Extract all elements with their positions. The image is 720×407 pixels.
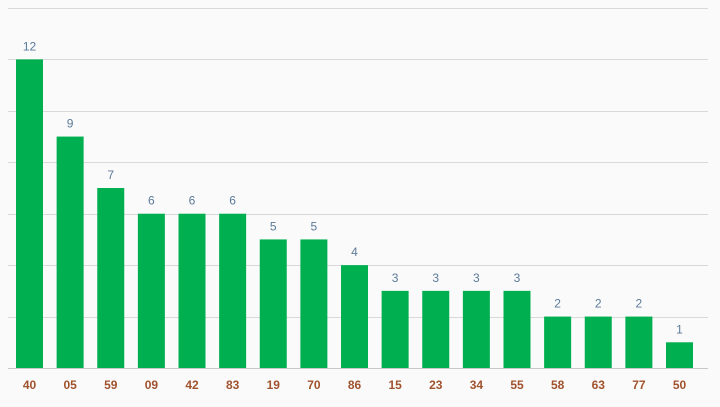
x-tick-label-09: 09 <box>145 378 159 392</box>
x-tick-label-58: 58 <box>551 378 565 392</box>
value-label-58: 2 <box>554 297 561 311</box>
value-label-42: 6 <box>189 194 196 208</box>
x-tick-label-86: 86 <box>348 378 362 392</box>
bar-63 <box>584 316 612 368</box>
bar-42 <box>178 213 206 368</box>
bar-05 <box>56 136 84 368</box>
bar-23 <box>422 290 450 368</box>
value-label-55: 3 <box>514 271 521 285</box>
x-tick-label-55: 55 <box>510 378 524 392</box>
bars <box>16 59 693 369</box>
bar-59 <box>97 188 125 368</box>
value-label-50: 1 <box>676 322 683 336</box>
x-tick-label-50: 50 <box>673 378 687 392</box>
bar-70 <box>300 239 328 368</box>
x-tick-label-83: 83 <box>226 378 240 392</box>
x-tick-label-34: 34 <box>470 378 484 392</box>
value-label-15: 3 <box>392 271 399 285</box>
x-tick-label-63: 63 <box>592 378 606 392</box>
grid-lines <box>8 8 708 318</box>
bar-34 <box>462 290 490 368</box>
value-label-05: 9 <box>67 117 74 131</box>
bar-50 <box>666 342 693 368</box>
value-label-86: 4 <box>351 245 358 259</box>
x-tick-label-42: 42 <box>185 378 199 392</box>
bar-55 <box>503 290 531 368</box>
value-label-19: 5 <box>270 219 277 233</box>
x-axis-tick-labels: 40 05 59 09 42 83 19 70 86 15 23 34 55 58 63 77 50 <box>23 378 687 392</box>
bar-19 <box>259 239 287 368</box>
value-label-63: 2 <box>595 297 602 311</box>
value-label-83: 6 <box>229 194 236 208</box>
bar-77 <box>625 316 653 368</box>
value-label-40: 12 <box>23 39 37 53</box>
x-tick-label-77: 77 <box>632 378 646 392</box>
x-tick-label-05: 05 <box>63 378 77 392</box>
bar-09 <box>137 213 165 368</box>
value-label-34: 3 <box>473 271 480 285</box>
value-label-23: 3 <box>432 271 439 285</box>
x-tick-label-70: 70 <box>307 378 321 392</box>
x-tick-label-40: 40 <box>23 378 37 392</box>
bar-86 <box>341 265 368 368</box>
bar-58 <box>544 316 572 368</box>
value-label-70: 5 <box>311 219 318 233</box>
bar-40 <box>16 59 43 369</box>
value-label-59: 7 <box>107 168 114 182</box>
value-label-77: 2 <box>636 297 643 311</box>
x-tick-label-59: 59 <box>104 378 118 392</box>
bar-15 <box>381 290 409 368</box>
x-tick-label-15: 15 <box>388 378 402 392</box>
bar-83 <box>219 213 247 368</box>
value-labels: 12 9 7 6 6 6 5 5 4 3 3 3 3 2 2 2 1 <box>23 39 683 336</box>
x-tick-label-19: 19 <box>267 378 281 392</box>
x-tick-label-23: 23 <box>429 378 443 392</box>
value-label-09: 6 <box>148 194 155 208</box>
